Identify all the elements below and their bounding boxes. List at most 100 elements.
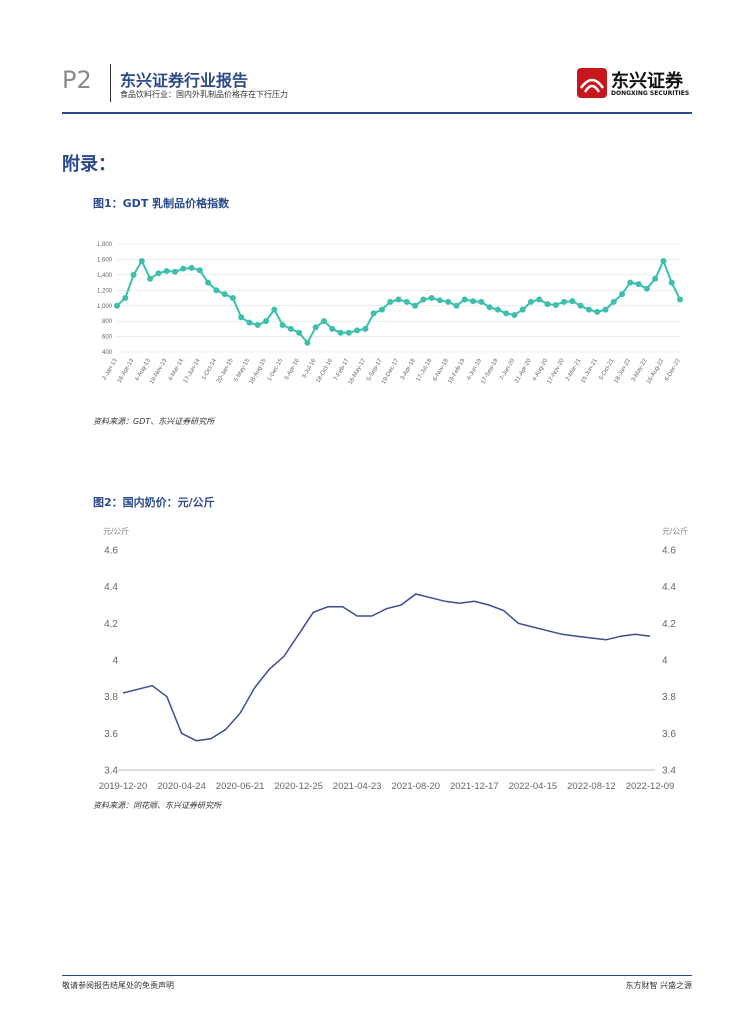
data-point bbox=[196, 267, 203, 274]
x-tick-label: 6-Nov-18 bbox=[432, 357, 450, 382]
y-tick-label: 3.6 bbox=[104, 729, 118, 740]
x-tick-label: 2021-08-20 bbox=[391, 781, 440, 792]
data-point bbox=[552, 301, 559, 308]
x-tick-label: 17-Nov-20 bbox=[547, 357, 567, 385]
data-point bbox=[188, 264, 195, 271]
figure-source: 资料来源：同花顺、东兴证券研究所 bbox=[93, 801, 221, 810]
data-point bbox=[254, 322, 261, 328]
y2-tick-label: 3.4 bbox=[662, 766, 676, 777]
y-tick-label: 600 bbox=[102, 335, 113, 341]
x-tick-label: 5-Oct-21 bbox=[599, 357, 616, 381]
data-point bbox=[271, 306, 278, 313]
x-tick-label: 2019-12-20 bbox=[99, 781, 148, 792]
data-point bbox=[320, 318, 327, 325]
report-subtitle: 食品饮料行业：国内外乳制品价格存在下行压力 bbox=[120, 90, 288, 99]
x-tick-label: 2-Mar-21 bbox=[565, 357, 583, 382]
x-tick-label: 21-Apr-20 bbox=[514, 357, 533, 384]
y-tick-label: 1,000 bbox=[97, 304, 113, 310]
data-point bbox=[660, 257, 667, 264]
x-tick-label: 16-Apr-13 bbox=[117, 357, 136, 384]
data-point bbox=[296, 329, 303, 336]
y-tick-label: 1,800 bbox=[97, 242, 113, 248]
data-point bbox=[403, 298, 410, 305]
data-point bbox=[263, 318, 270, 325]
x-tick-label: 5-Sep-17 bbox=[366, 357, 384, 382]
data-point bbox=[420, 296, 427, 303]
data-point bbox=[577, 302, 584, 309]
data-point bbox=[677, 296, 683, 303]
y-tick-label: 1,600 bbox=[97, 258, 113, 264]
y-tick-label: 4 bbox=[112, 656, 118, 667]
figure-caption: 图1：GDT 乳制品价格指数 bbox=[93, 197, 230, 210]
data-point bbox=[213, 287, 220, 294]
data-point bbox=[445, 298, 452, 305]
data-point bbox=[585, 306, 592, 313]
data-point bbox=[395, 296, 402, 303]
divider bbox=[110, 64, 111, 102]
data-point bbox=[329, 325, 336, 332]
y-tick-label: 400 bbox=[102, 350, 113, 356]
x-tick-label: 17-Sep-19 bbox=[480, 357, 500, 385]
x-tick-label: 5-Apr-16 bbox=[284, 357, 301, 381]
data-point bbox=[494, 306, 501, 313]
data-point bbox=[544, 301, 551, 308]
y-tick-label: 4.6 bbox=[104, 546, 118, 557]
data-point bbox=[205, 279, 212, 286]
data-point bbox=[428, 295, 435, 301]
data-point bbox=[147, 275, 154, 282]
footer-left: 敬请参阅报告结尾处的免责声明 bbox=[62, 981, 174, 990]
data-point bbox=[387, 298, 394, 305]
data-point bbox=[229, 295, 236, 301]
data-point bbox=[453, 302, 460, 309]
data-point bbox=[668, 279, 675, 286]
x-tick-label: 15-Jun-21 bbox=[580, 357, 599, 384]
y2-tick-label: 4.2 bbox=[662, 619, 676, 630]
logo-sub: DONGXING SECURITIES bbox=[611, 90, 690, 97]
footer-rule bbox=[62, 975, 692, 976]
data-point bbox=[114, 302, 120, 309]
x-tick-label: 2020-06-21 bbox=[216, 781, 265, 792]
y2-unit: 元/公斤 bbox=[662, 526, 688, 536]
data-point bbox=[122, 295, 129, 301]
data-point bbox=[138, 257, 145, 264]
y2-tick-label: 4 bbox=[662, 656, 668, 667]
data-point bbox=[635, 281, 642, 288]
data-point bbox=[602, 306, 609, 313]
x-tick-label: 4-Aug-20 bbox=[532, 357, 550, 382]
data-line bbox=[122, 593, 651, 742]
y-tick-label: 1,200 bbox=[97, 288, 113, 294]
y2-tick-label: 4.4 bbox=[662, 582, 676, 593]
y2-tick-label: 4.6 bbox=[662, 546, 676, 557]
x-tick-label: 2020-12-25 bbox=[274, 781, 323, 792]
data-point bbox=[527, 298, 534, 305]
data-point bbox=[304, 339, 311, 346]
y-tick-label: 3.4 bbox=[104, 766, 118, 777]
x-tick-label: 3-Apr-18 bbox=[400, 357, 417, 381]
data-point bbox=[536, 296, 543, 303]
data-point bbox=[345, 329, 352, 336]
data-point bbox=[511, 311, 518, 318]
data-point bbox=[594, 308, 601, 315]
y-tick-label: 3.8 bbox=[104, 692, 118, 703]
data-point bbox=[155, 270, 162, 277]
data-point bbox=[287, 325, 294, 332]
data-point bbox=[478, 298, 485, 305]
x-tick-label: 18-Aug-15 bbox=[249, 357, 269, 385]
data-point bbox=[486, 304, 493, 311]
x-tick-label: 2020-04-24 bbox=[157, 781, 206, 792]
y-tick-label: 4.2 bbox=[104, 619, 118, 630]
x-tick-label: 4-Aug-13 bbox=[134, 357, 152, 382]
data-point bbox=[619, 291, 626, 298]
data-point bbox=[163, 268, 170, 274]
data-point bbox=[378, 306, 385, 313]
data-point bbox=[354, 327, 361, 334]
data-point bbox=[652, 275, 659, 282]
x-tick-label: 6-Dec-22 bbox=[664, 357, 682, 382]
data-point bbox=[279, 322, 286, 328]
data-point bbox=[362, 325, 369, 332]
data-point bbox=[569, 298, 576, 305]
x-tick-label: 2-Jan-13 bbox=[102, 357, 119, 381]
data-point bbox=[610, 298, 617, 305]
data-point bbox=[561, 298, 568, 305]
report-title: 东兴证券行业报告 bbox=[120, 71, 249, 90]
